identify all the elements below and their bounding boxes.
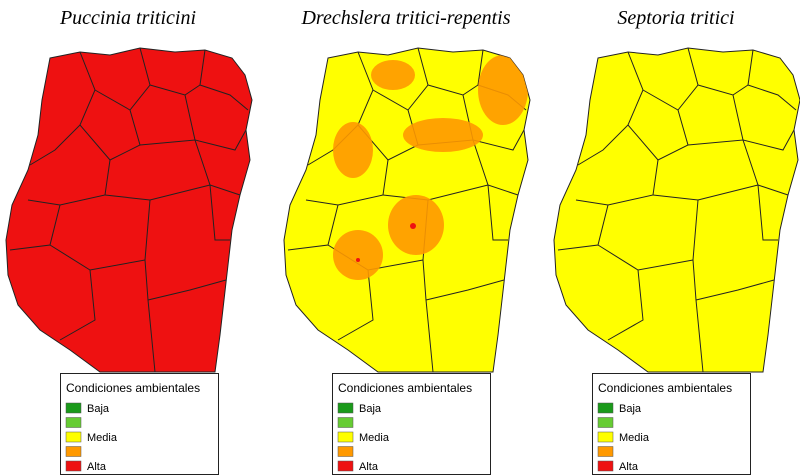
legend-swatch <box>65 417 82 428</box>
legend-swatch <box>65 446 82 457</box>
map-panel: Septoria tritici <box>553 7 800 373</box>
legend-title: Condiciones ambientales <box>338 381 472 395</box>
hot-spot <box>410 223 416 229</box>
legend-swatch <box>597 431 614 443</box>
district-border <box>79 109 141 161</box>
district-border <box>199 49 249 111</box>
legend-swatch <box>337 417 354 428</box>
district-border <box>59 269 96 341</box>
legend: Condiciones ambientales Baja Media Alta <box>60 373 219 475</box>
district-border <box>425 279 505 301</box>
legend-swatch <box>337 402 354 414</box>
risk-zone <box>403 118 483 152</box>
legend-swatch <box>65 402 82 414</box>
district-border <box>462 94 525 151</box>
legend: Condiciones ambientales Baja Media Alta <box>592 373 751 475</box>
province-shape <box>5 47 253 373</box>
map-title: Puccinia triticini <box>59 7 196 29</box>
legend-title: Condiciones ambientales <box>598 381 732 395</box>
legend-box <box>332 373 491 475</box>
district-border <box>139 139 241 196</box>
legend-box <box>592 373 751 475</box>
legend-box <box>60 373 219 475</box>
district-border <box>747 49 797 111</box>
legend-swatch <box>65 431 82 443</box>
map-title: Septoria tritici <box>617 7 734 29</box>
legend-swatch <box>597 402 614 414</box>
map-title: Drechslera tritici-repentis <box>300 7 510 29</box>
district-border <box>144 199 156 373</box>
district-border <box>642 47 699 111</box>
district-border <box>184 94 247 151</box>
risk-zone <box>371 60 415 90</box>
legend-label: Media <box>87 432 118 444</box>
district-border <box>94 47 151 111</box>
legend: Condiciones ambientales Baja Media Alta <box>332 373 491 475</box>
legend-title: Condiciones ambientales <box>66 381 200 395</box>
district-border <box>627 109 689 161</box>
risk-overlay <box>333 55 528 280</box>
legend-label: Baja <box>359 403 382 415</box>
legend-label: Baja <box>619 403 642 415</box>
legend-swatch <box>597 460 614 472</box>
legend-label: Alta <box>619 461 639 473</box>
province-shape <box>553 47 800 373</box>
district-border <box>337 269 374 341</box>
legend-swatch <box>597 446 614 457</box>
legend-label: Baja <box>87 403 110 415</box>
district-border <box>575 159 659 206</box>
district-border <box>687 139 789 196</box>
legend-swatch <box>337 460 354 472</box>
map-panel: Puccinia triticini <box>5 7 253 373</box>
district-border <box>487 184 508 241</box>
risk-zone <box>478 55 528 125</box>
legend-label: Media <box>619 432 650 444</box>
district-border <box>209 184 230 241</box>
district-border <box>692 199 704 373</box>
legend-label: Alta <box>359 461 379 473</box>
district-border <box>27 159 111 206</box>
hot-spot <box>356 258 360 262</box>
legend-label: Alta <box>87 461 107 473</box>
district-border <box>732 94 795 151</box>
district-border <box>372 47 429 111</box>
district-border <box>147 279 227 301</box>
district-border <box>607 269 644 341</box>
legend-swatch <box>597 417 614 428</box>
risk-zone <box>333 122 373 178</box>
legend-swatch <box>337 446 354 457</box>
district-border <box>305 159 389 206</box>
risk-zone <box>388 195 444 255</box>
legend-swatch <box>65 460 82 472</box>
district-border <box>757 184 778 241</box>
district-border <box>695 279 775 301</box>
legend-swatch <box>337 431 354 443</box>
legend-label: Media <box>359 432 390 444</box>
risk-zone <box>333 230 383 280</box>
